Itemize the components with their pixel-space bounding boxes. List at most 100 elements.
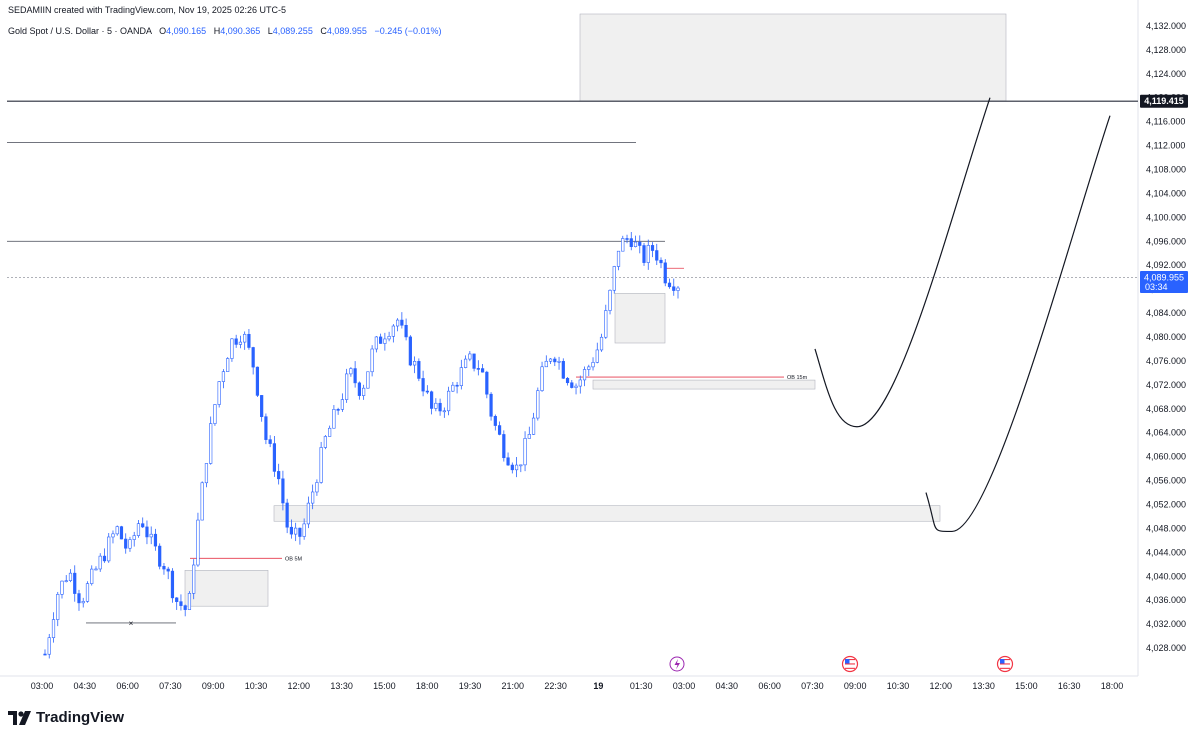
candle-body	[497, 425, 502, 435]
y-tick-label: 4,040.000	[1146, 571, 1186, 581]
candle-body	[332, 409, 336, 429]
candle-body	[417, 361, 421, 379]
candle-body	[272, 443, 277, 472]
candle-body	[425, 390, 429, 393]
candle-body	[557, 360, 561, 363]
y-tick-label: 4,076.000	[1146, 356, 1186, 366]
candle-body	[442, 410, 446, 413]
candle-body	[170, 570, 175, 599]
y-tick-label: 4,028.000	[1146, 643, 1186, 653]
flag-stripe	[845, 667, 855, 669]
candle-body	[183, 605, 187, 610]
order-block-label: OB 5M	[285, 556, 303, 562]
candle-body	[175, 597, 179, 602]
candle-body	[302, 523, 306, 537]
candle-body	[599, 336, 604, 351]
y-tick-label: 4,108.000	[1146, 165, 1186, 175]
candle-body	[646, 245, 650, 263]
candle-layer	[43, 232, 680, 659]
candle-body	[136, 523, 141, 536]
tradingview-logo-icon	[8, 710, 31, 725]
low-label: L	[267, 26, 273, 36]
candle-body	[536, 390, 540, 419]
candle-body	[587, 366, 591, 370]
candle-body	[119, 526, 124, 540]
y-tick-label: 4,052.000	[1146, 500, 1186, 510]
candle-body	[234, 338, 238, 345]
candle-body	[98, 555, 102, 570]
candle-body	[294, 527, 298, 535]
candle-body	[604, 310, 608, 338]
candle-body	[463, 358, 468, 368]
y-tick-label: 4,036.000	[1146, 595, 1186, 605]
supply-demand-zone	[184, 570, 269, 607]
flag-stripe	[1000, 659, 1010, 661]
candle-body	[162, 566, 166, 570]
candle-body	[421, 378, 425, 392]
flag-canton	[845, 659, 850, 664]
lightning-glyph	[674, 659, 680, 670]
candle-body	[73, 572, 77, 594]
supply-demand-zone	[273, 505, 941, 522]
candle-body	[124, 538, 128, 549]
candle-body	[204, 463, 209, 484]
candle-body	[311, 491, 315, 504]
y-tick-label: 4,100.000	[1146, 212, 1186, 222]
high-label: H	[213, 26, 221, 36]
order-block-label: OB 15m	[787, 375, 808, 381]
y-tick-label: 4,092.000	[1146, 260, 1186, 270]
chart-area[interactable]	[0, 0, 1139, 677]
candle-body	[468, 353, 472, 360]
x-tick-label: 10:30	[887, 681, 910, 691]
change-value: −0.245 (−0.01%)	[374, 26, 442, 36]
candle-body	[366, 371, 370, 389]
close-label: C	[320, 26, 327, 36]
candle-body	[625, 238, 629, 240]
current-price-badge	[1140, 270, 1188, 293]
candle-body	[132, 535, 136, 540]
candle-body	[107, 536, 111, 562]
candle-body	[387, 336, 391, 340]
candle-body	[289, 526, 294, 535]
candle-body	[451, 384, 455, 392]
candle-body	[578, 379, 582, 387]
candle-body	[400, 319, 404, 326]
bar-countdown-label: 03:34	[1145, 282, 1168, 292]
candle-body	[663, 262, 667, 284]
flag-stripe	[1000, 667, 1010, 669]
y-tick-label: 4,044.000	[1146, 547, 1186, 557]
candle-body	[404, 324, 408, 338]
flag-stripe	[1000, 661, 1010, 663]
candle-body	[540, 366, 544, 391]
candle-body	[608, 289, 612, 311]
symbol-name[interactable]: Gold Spot / U.S. Dollar · 5 · OANDA	[8, 26, 152, 36]
candle-body	[85, 583, 90, 602]
candle-body	[493, 415, 497, 426]
candle-body	[68, 572, 73, 581]
candle-body	[81, 601, 85, 604]
candle-body	[582, 369, 587, 381]
us-flag-icon[interactable]	[841, 655, 859, 673]
candle-body	[374, 336, 378, 350]
candle-body	[192, 564, 196, 594]
y-tick-label: 4,116.000	[1146, 117, 1185, 127]
x-tick-label: 07:30	[801, 681, 824, 691]
candle-body	[277, 471, 281, 480]
candle-body	[187, 593, 192, 610]
candle-body	[591, 362, 595, 368]
us-flag-icon[interactable]	[996, 655, 1014, 673]
candle-body	[434, 402, 438, 409]
candle-body	[476, 368, 480, 370]
y-tick-label: 4,104.000	[1146, 188, 1186, 198]
candle-body	[531, 417, 536, 435]
candle-body	[238, 341, 243, 345]
candle-body	[612, 266, 616, 291]
x-tick-label: 03:00	[673, 681, 696, 691]
x-tick-label: 04:30	[74, 681, 97, 691]
candle-body	[47, 637, 51, 655]
close-value: 4,089.955	[326, 26, 367, 36]
tradingview-logo[interactable]: TradingView	[8, 709, 124, 726]
symbol-legend: Gold Spot / U.S. Dollar · 5 · OANDA O4,0…	[8, 26, 442, 36]
lightning-icon[interactable]	[669, 656, 685, 672]
